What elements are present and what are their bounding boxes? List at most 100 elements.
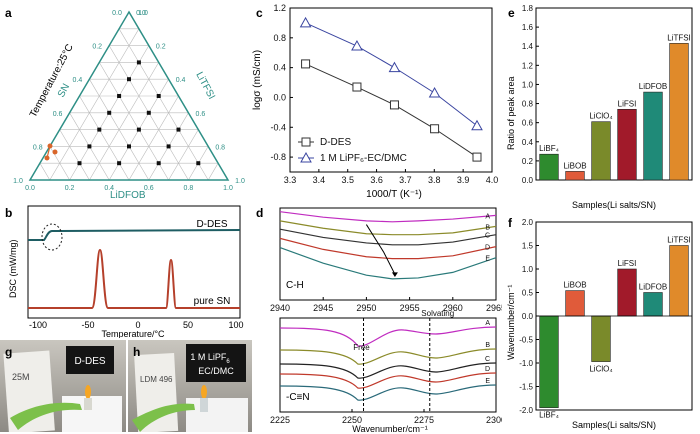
e-chart-bar: [539, 153, 559, 181]
e-chart-ytick: 1.4: [522, 42, 534, 51]
panel-label-g: g: [5, 345, 12, 359]
ternary-point: [77, 161, 82, 166]
ternary-point: [127, 144, 131, 149]
e-chart-bar-label: LiBOB: [563, 161, 586, 170]
d-solvating-label: Solvating: [421, 309, 454, 318]
panel-label-b: b: [5, 206, 12, 220]
d-bottom-line: [279, 362, 497, 379]
f-chart-ytick: 1.5: [522, 242, 534, 251]
ternary-right-tick: 0.2: [156, 44, 166, 51]
dsc-ylabel: DSC (mW/mg): [8, 240, 18, 299]
ternary-right-tick: 0.6: [196, 111, 206, 118]
ternary-gridline: [39, 163, 51, 181]
d-top-xtick: 2950: [356, 303, 376, 313]
ternary-point: [166, 144, 171, 149]
ternary-grid: 1.00.80.60.40.20.0 0.00.20.40.60.81.00.0 0…: [13, 10, 245, 192]
photo-g-label: D-DES: [74, 356, 105, 367]
c-xtick: 4.0: [486, 175, 499, 185]
e-chart-ytick: 0.4: [522, 138, 534, 147]
f-chart-ytick: 2.0: [522, 218, 534, 227]
c-ytick: 0.8: [273, 33, 286, 43]
f-chart-bar-label: LiTFSI: [667, 236, 691, 245]
ternary-highlight-point: [52, 149, 58, 155]
ternary-bottom-tick: 1.0: [223, 185, 233, 192]
ternary-highlight-link: [46, 145, 51, 159]
photo-g: 25M D-DES g: [0, 340, 126, 432]
d-top-series-label: E: [485, 256, 490, 263]
c-point: [430, 124, 440, 134]
c-point: [471, 119, 483, 131]
ternary-point: [146, 110, 151, 115]
c-xtick: 3.5: [341, 175, 354, 185]
c-xtick: 3.3: [284, 175, 297, 185]
dsc-series-d-des-line: [28, 229, 241, 241]
c-point: [352, 82, 362, 92]
ternary-gridline: [128, 95, 179, 181]
ternary-point: [107, 110, 112, 115]
e-chart-ytick: 0.6: [522, 119, 534, 128]
chart-f: f -2.0 -1.5 -1.0 -0.5 0.0 0.5 1.0 1.5 2.0 LiBF₄ Li…: [506, 216, 693, 430]
f-chart-bar-label: LiDFOB: [639, 283, 667, 292]
c-ytick: -0.4: [270, 122, 286, 132]
c-point: [472, 152, 482, 162]
ternary-point: [117, 94, 122, 98]
ternary-left-tick: 0.2: [92, 44, 102, 51]
c-ytick: 1.2: [273, 3, 286, 13]
c-point: [351, 39, 363, 51]
ternary-point: [176, 127, 181, 132]
ternary-right-tick: 0.4: [176, 77, 186, 84]
ternary-left-tick: 0.4: [73, 77, 83, 84]
photo-h-handwriting: LDM 496: [140, 375, 173, 384]
ternary-right-tick: 0.0: [136, 10, 146, 17]
dsc-chart: b D-DES pure SN DSC (mW/mg) -100 -50 0 5…: [5, 205, 244, 338]
f-chart-bar: [669, 245, 689, 317]
c-frame: [289, 7, 493, 173]
c-point: [299, 16, 312, 28]
panel-label-e: e: [508, 6, 515, 20]
d-top-line: [279, 211, 497, 223]
d-bottom-line: [279, 384, 497, 401]
e-chart-bar: [565, 171, 585, 181]
c-legend-marker: [300, 151, 312, 163]
ternary-gridline: [79, 95, 130, 181]
ternary-apex-tick: 1.0: [138, 10, 148, 17]
d-bottom-line: [279, 372, 497, 389]
panel-label-a: a: [5, 6, 12, 20]
f-chart-bar: [565, 290, 585, 317]
ternary-point: [87, 144, 92, 149]
dsc-xtick-2: 0: [135, 320, 140, 330]
d-bottom-series-label: E: [485, 378, 490, 385]
d-bottom-xtick: 2250: [342, 415, 362, 425]
d-top-xtick: 2960: [443, 303, 463, 313]
ternary-left-tick: 1.0: [13, 178, 23, 185]
d-top-frame: [279, 207, 497, 301]
panel-label-d: d: [256, 206, 263, 220]
c-ytick: -0.8: [270, 152, 286, 162]
c-ylabel: logσ (mS/cm): [252, 50, 263, 110]
e-chart-ytick: 0.0: [522, 176, 534, 185]
d-top-line: [279, 237, 497, 260]
f-chart-bar: [539, 315, 559, 408]
e-chart-bar-label: LiTFSI: [667, 33, 691, 42]
f-chart-ytick: 0.5: [522, 289, 534, 298]
dsc-xlabel: Temperature/°C: [101, 329, 165, 338]
ternary-left-tick: 0.0: [112, 10, 122, 17]
photo-g-handwriting: 25M: [12, 372, 30, 382]
f-chart-ytick: -1.0: [519, 359, 533, 368]
c-series-line: [305, 22, 478, 127]
dsc-xtick-3: 50: [183, 320, 193, 330]
f-chart-bar-label: LiBOB: [563, 281, 586, 290]
d-top-line: [279, 220, 497, 236]
f-chart-ytick: 0.0: [522, 312, 534, 321]
c-xlabel: 1000/T (K⁻¹): [366, 189, 422, 200]
c-ytick: 0.4: [273, 63, 286, 73]
ternary-left-tick: 0.8: [33, 144, 43, 151]
d-bottom-series-label: B: [485, 342, 490, 349]
f-chart-bar: [617, 268, 637, 317]
d-bottom-series-label: C: [485, 356, 490, 363]
dsc-series-pure-sn-label: pure SN: [194, 296, 231, 307]
f-chart-ytick: -1.5: [519, 383, 533, 392]
ternary-point: [136, 127, 141, 132]
c-point: [428, 86, 441, 98]
e-chart-bar: [669, 43, 689, 181]
